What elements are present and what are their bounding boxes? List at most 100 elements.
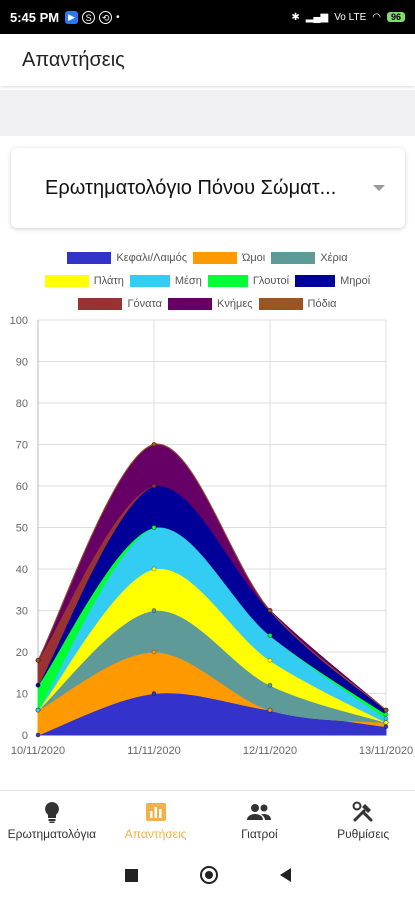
data-point <box>383 715 389 721</box>
people-icon <box>247 801 272 823</box>
legend-swatch <box>67 251 112 264</box>
system-nav-bar <box>0 850 415 900</box>
data-point <box>35 707 41 713</box>
notification-app-icon: ▶ <box>65 10 79 24</box>
pain-chart: 0 10 20 30 40 50 60 70 80 90 100 10/11/2020 11/11/20… <box>0 312 415 762</box>
nav-answers[interactable]: Απαντήσεις <box>104 791 208 850</box>
y-tick-label: 80 <box>16 398 28 410</box>
data-point <box>151 483 157 489</box>
data-point <box>267 657 273 663</box>
data-point <box>151 691 157 696</box>
header-band <box>0 90 415 136</box>
data-point <box>383 720 389 725</box>
legend-item-shoulders[interactable]: Ώμοι <box>193 251 265 264</box>
data-point <box>267 632 273 638</box>
more-notifications-icon: • <box>116 11 120 23</box>
y-tick-label: 60 <box>16 481 28 493</box>
legend-item-feet[interactable]: Πόδια <box>258 297 337 310</box>
recents-button[interactable] <box>124 868 138 882</box>
y-tick-label: 10 <box>16 689 28 701</box>
data-point <box>151 608 157 613</box>
legend-item-hips[interactable]: Γλουτοί <box>207 274 289 287</box>
signal-icon: ▂▄▆ <box>305 11 329 23</box>
stacked-area-chart: 0 10 20 30 40 50 60 70 80 90 100 10/11/2020 11/11/20… <box>10 315 413 757</box>
legend-swatch <box>271 251 316 264</box>
data-point <box>267 682 273 688</box>
lte-indicator: Vo LTE <box>334 11 367 23</box>
legend-label: Μηροί <box>340 274 371 287</box>
bar-chart-icon <box>144 801 168 823</box>
data-point <box>267 608 273 613</box>
questionnaire-select-value: Ερωτηματολόγιο Πόνου Σώματ... <box>45 176 337 199</box>
legend-swatch <box>168 297 213 310</box>
data-point <box>151 525 157 530</box>
legend-label: Πόδια <box>307 297 337 310</box>
x-tick-label: 12/11/2020 <box>243 745 297 757</box>
y-tick-label: 90 <box>16 357 28 369</box>
y-tick-label: 40 <box>16 564 28 576</box>
battery-icon: 96 <box>386 12 405 22</box>
legend-label: Μέση <box>174 274 202 287</box>
y-tick-label: 50 <box>16 523 28 535</box>
y-tick-label: 100 <box>10 315 28 327</box>
lightbulb-icon <box>40 801 64 823</box>
data-point <box>383 707 389 713</box>
wifi-icon: ◠ <box>372 11 381 23</box>
legend-item-hands[interactable]: Χέρια <box>271 251 348 264</box>
legend-label: Χέρια <box>320 251 348 264</box>
page-title: Απαντήσεις <box>22 48 125 71</box>
home-button[interactable] <box>199 866 218 884</box>
legend-swatch <box>129 274 170 287</box>
nav-questionnaires[interactable]: Ερωτηματολόγια <box>0 791 104 850</box>
notification-s-icon: S <box>82 10 96 24</box>
bluetooth-icon: ✱ <box>291 11 300 23</box>
legend-swatch <box>295 274 336 287</box>
legend-item-knees[interactable]: Γόνατα <box>78 297 163 310</box>
legend-label: Κεφαλι/Λαιμός <box>116 251 188 264</box>
back-button[interactable] <box>279 868 291 882</box>
legend-row: Γόνατα Κνήμες Πόδια <box>0 292 415 315</box>
data-point <box>267 707 273 713</box>
x-tick-label: 10/11/2020 <box>11 745 65 757</box>
legend-item-thighs[interactable]: Μηροί <box>295 274 371 287</box>
tools-icon <box>351 801 375 823</box>
data-point <box>383 711 389 717</box>
x-tick-label: 11/11/2020 <box>127 745 180 757</box>
status-indicators: ✱ ▂▄▆ Vo LTE ◠ 96 <box>291 12 405 23</box>
legend-swatch <box>258 297 303 310</box>
data-point <box>383 724 389 730</box>
legend-row: Πλάτη Μέση Γλουτοί Μηροί <box>0 269 415 292</box>
legend-item-head-neck[interactable]: Κεφαλι/Λαιμός <box>67 251 188 264</box>
legend-label: Πλάτη <box>93 274 124 287</box>
app-bar: Απαντήσεις <box>0 34 415 86</box>
nav-label: Απαντήσεις <box>124 826 187 841</box>
data-point <box>151 442 157 447</box>
legend-swatch <box>78 297 123 310</box>
data-point <box>35 682 41 688</box>
status-bar: 5:45 PM ▶ S ⟲ • ✱ ▂▄▆ Vo LTE ◠ 96 <box>0 0 415 34</box>
x-tick-label: 13/11/2020 <box>359 745 413 757</box>
nav-doctors[interactable]: Γιατροί <box>208 791 312 850</box>
y-tick-label: 70 <box>16 440 28 452</box>
chevron-down-icon <box>373 185 385 191</box>
legend-swatch <box>207 274 248 287</box>
legend-swatch <box>44 274 89 287</box>
data-point <box>151 566 157 572</box>
legend-item-shins[interactable]: Κνήμες <box>168 297 253 310</box>
questionnaire-select[interactable]: Ερωτηματολόγιο Πόνου Σώματ... <box>11 148 405 228</box>
bottom-nav: Ερωτηματολόγια Απαντήσεις Γιατροί Ρυθμίσ… <box>0 790 415 850</box>
chart-legend: Κεφαλι/Λαιμός Ώμοι Χέρια Πλάτη Μέση Γλου… <box>0 246 415 315</box>
data-point <box>35 657 41 663</box>
nav-label: Ερωτηματολόγια <box>7 826 97 841</box>
y-tick-label: 20 <box>16 647 28 659</box>
legend-row: Κεφαλι/Λαιμός Ώμοι Χέρια <box>0 246 415 269</box>
status-time: 5:45 PM <box>10 9 60 25</box>
data-point <box>151 649 157 655</box>
legend-item-upper-back[interactable]: Πλάτη <box>44 274 124 287</box>
y-tick-label: 30 <box>16 606 28 618</box>
y-tick-label: 0 <box>22 730 28 742</box>
legend-item-lower-back[interactable]: Μέση <box>129 274 202 287</box>
nav-settings[interactable]: Ρυθμίσεις <box>311 791 415 850</box>
legend-label: Γόνατα <box>127 297 163 310</box>
data-point <box>35 732 41 738</box>
